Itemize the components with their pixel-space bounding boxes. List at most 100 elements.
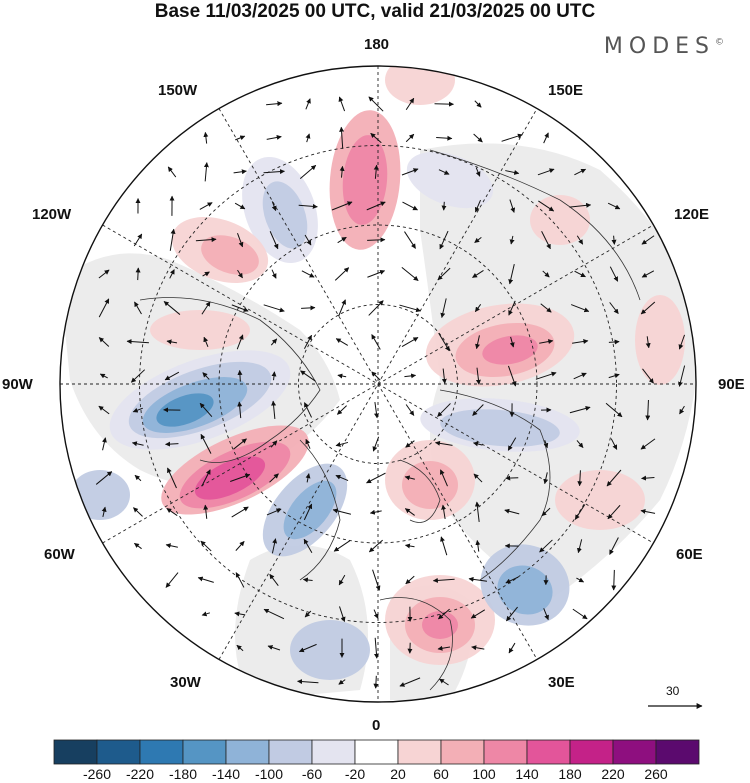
wind-arrow [233,169,247,175]
anomaly-contour [283,480,337,540]
colorbar-swatch [569,739,614,765]
wind-arrow [236,644,244,652]
wind-arrow [405,440,415,448]
wind-arrow [372,569,381,591]
graticule [60,66,696,702]
wind-arrow [373,402,379,419]
wind-arrow [98,405,110,415]
wind-arrow [508,642,516,654]
lon-label-90w: 90W [2,376,33,393]
wind-arrow [679,405,685,415]
wind-arrow [235,135,246,141]
wind-arrow [371,334,381,350]
wind-arrow [270,338,278,346]
wind-arrow [269,473,279,483]
wind-arrow [304,610,312,618]
wind-arrow [337,236,347,244]
wind-arrow [203,504,209,519]
wind-arrow [607,504,621,520]
map-boundary [59,65,697,703]
wind-arrow [303,402,313,418]
anomaly-contour [530,195,590,245]
colorbar-tick-label: -100 [254,766,284,782]
wind-arrow [640,438,656,450]
wind-arrow [368,539,383,553]
wind-arrow [605,402,623,418]
wind-arrow [640,509,656,514]
wind-arrow [441,504,447,520]
wind-arrow [540,303,552,313]
wind-arrow [203,162,209,182]
wind-arrow [263,304,285,313]
wind-arrow [338,574,346,586]
lon-label-30w: 30W [170,674,201,691]
wind-arrow [166,339,178,345]
wind-arrow [537,168,555,176]
anomaly-contour [406,151,494,209]
wind-arrow [438,169,450,175]
wind-arrow [572,608,588,620]
wind-arrow [641,235,655,245]
wind-arrow [303,538,313,554]
wind-arrow [165,543,178,549]
wind-arrow [501,133,523,142]
wind-arrow [438,332,450,352]
wind-arrow [339,165,345,178]
wind-arrow [331,201,353,211]
anomaly-contour [156,393,214,427]
anomaly-contour [497,565,553,615]
colorbar-swatch [139,739,184,765]
wind-arrow [401,266,419,282]
colorbar-tick-label: 20 [390,766,406,782]
wind-arrow [574,504,586,520]
wind-arrow [509,235,515,245]
colorbar-tick-label: 100 [472,766,496,782]
anomaly-contour [70,470,130,520]
colorbar-tick-label: -180 [168,766,198,782]
wind-arrow [576,235,584,245]
wind-arrow [203,131,209,144]
wind-arrow [574,168,587,176]
wind-arrow [471,645,485,651]
colorbar-tick-label: 260 [644,766,668,782]
wind-arrow [573,372,587,380]
wind-arrow [439,678,449,686]
wind-arrow [642,368,654,384]
wind-arrow [269,573,279,587]
wind-arrow [303,503,313,521]
wind-arrow [126,339,149,345]
wind-arrow [509,199,516,213]
wind-arrow [404,231,416,249]
wind-arrow [475,335,480,350]
wind-arrow [439,469,448,487]
wind-arrow [271,201,277,212]
wind-arrow [404,543,415,549]
wind-arrow [302,577,313,583]
anomaly-contour [262,181,308,249]
wind-arrow [165,441,179,447]
colorbar-swatch [96,739,141,765]
wind-arrow [543,608,549,621]
anomaly-contour [422,611,458,639]
lon-label-30e: 30E [548,674,575,691]
wind-arrow [470,609,486,619]
wind-arrow [299,164,317,180]
wind-arrow [297,679,319,685]
wind-arrow [263,608,285,620]
wind-arrow [235,541,245,551]
wind-arrow [509,336,515,348]
wind-arrow [270,440,278,448]
wind-arrow [472,404,484,416]
wind-arrow [473,473,483,483]
wind-arrow [301,305,316,311]
wind-arrow [404,373,417,379]
wind-arrow [366,201,386,211]
wind-arrow [131,441,144,447]
anomaly-contour [290,620,370,680]
wind-arrow [610,438,618,450]
lon-label-150w: 150W [158,82,198,99]
wind-arrow [504,508,520,515]
wind-arrow [305,133,311,143]
wind-arrow [405,404,415,416]
wind-arrow [199,402,213,418]
